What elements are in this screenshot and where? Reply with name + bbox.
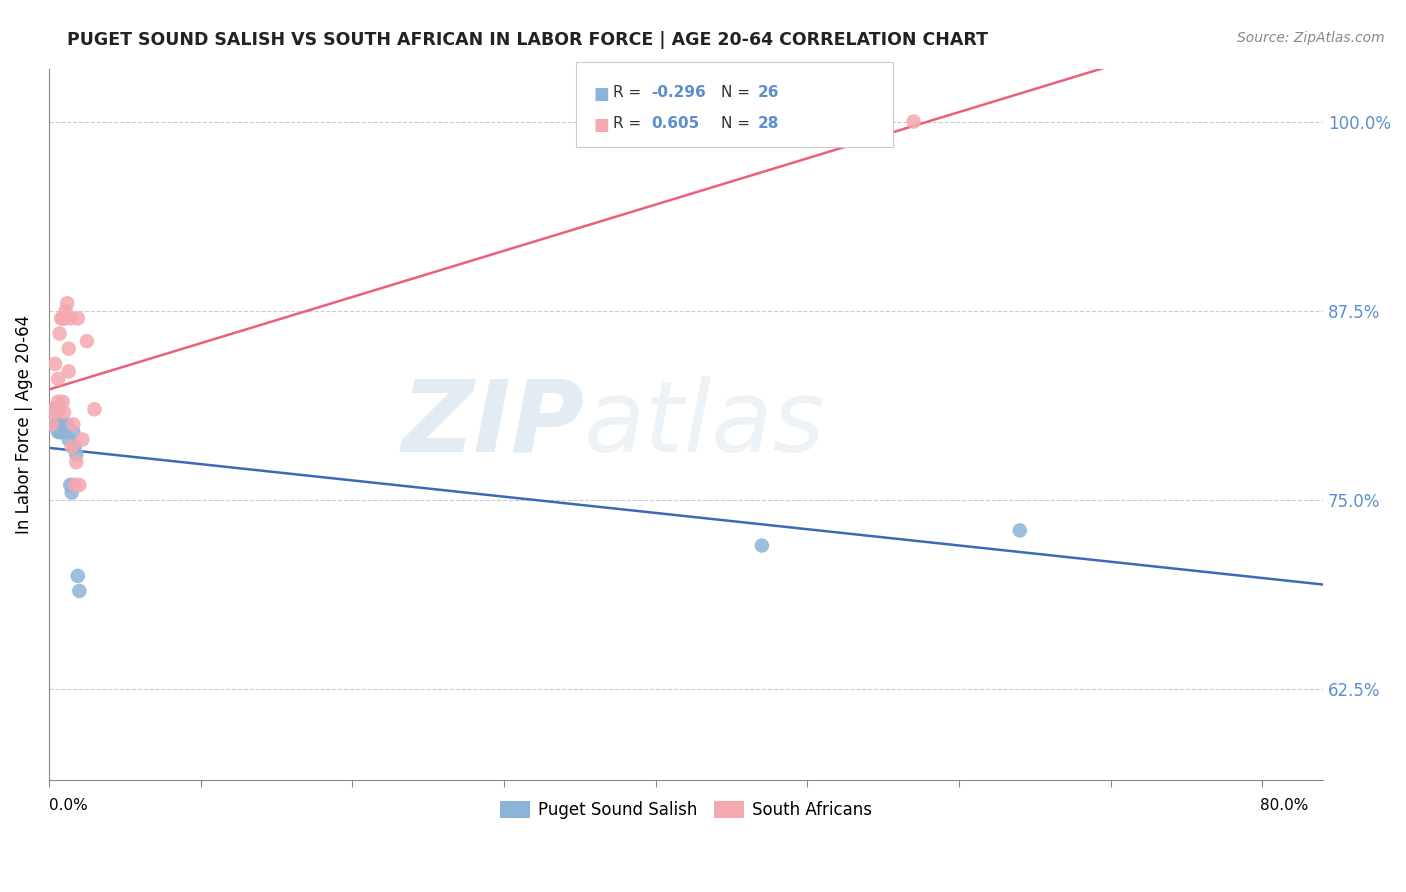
Point <box>52 311 75 326</box>
Point <box>903 114 925 128</box>
Point <box>49 417 72 432</box>
Point <box>59 311 82 326</box>
Point <box>45 405 67 419</box>
Legend: Puget Sound Salish, South Africans: Puget Sound Salish, South Africans <box>494 794 879 825</box>
Point <box>53 425 76 439</box>
Y-axis label: In Labor Force | Age 20-64: In Labor Force | Age 20-64 <box>15 315 32 534</box>
Point <box>751 539 773 553</box>
Text: PUGET SOUND SALISH VS SOUTH AFRICAN IN LABOR FORCE | AGE 20-64 CORRELATION CHART: PUGET SOUND SALISH VS SOUTH AFRICAN IN L… <box>67 31 988 49</box>
Point <box>52 394 75 409</box>
Text: ■: ■ <box>593 116 609 134</box>
Point <box>67 478 90 492</box>
Point <box>62 417 84 432</box>
Point <box>56 417 79 432</box>
Point <box>72 433 94 447</box>
Text: 26: 26 <box>758 85 779 100</box>
Point <box>58 433 80 447</box>
Point <box>46 394 69 409</box>
Text: 0.605: 0.605 <box>651 116 699 131</box>
Text: 28: 28 <box>758 116 779 131</box>
Point <box>58 364 80 378</box>
Point <box>44 357 66 371</box>
Text: R =: R = <box>613 116 651 131</box>
Text: -0.296: -0.296 <box>651 85 706 100</box>
Point <box>60 440 83 454</box>
Point <box>59 478 82 492</box>
Point <box>67 584 90 599</box>
Point <box>76 334 98 348</box>
Point <box>46 372 69 386</box>
Point <box>65 455 87 469</box>
Point <box>48 417 70 432</box>
Point <box>42 402 65 417</box>
Point <box>53 311 76 326</box>
Point <box>44 417 66 432</box>
Point <box>42 402 65 417</box>
Point <box>52 425 75 439</box>
Point <box>48 402 70 417</box>
Point <box>53 417 76 432</box>
Point <box>58 342 80 356</box>
Point <box>1008 524 1031 538</box>
Point <box>46 425 69 439</box>
Point <box>52 417 75 432</box>
Point <box>48 425 70 439</box>
Text: 0.0%: 0.0% <box>49 798 87 814</box>
Point <box>45 417 67 432</box>
Point <box>62 425 84 439</box>
Text: 80.0%: 80.0% <box>1260 798 1308 814</box>
Point <box>41 417 63 432</box>
Point <box>60 485 83 500</box>
Point <box>62 478 84 492</box>
Point <box>53 405 76 419</box>
Point <box>49 311 72 326</box>
Point <box>49 425 72 439</box>
Text: R =: R = <box>613 85 647 100</box>
Point <box>55 303 77 318</box>
Point <box>63 440 86 454</box>
Point <box>55 417 77 432</box>
Point <box>63 478 86 492</box>
Point <box>48 326 70 341</box>
Point <box>66 569 89 583</box>
Text: ■: ■ <box>593 85 609 103</box>
Text: N =: N = <box>721 85 755 100</box>
Text: atlas: atlas <box>583 376 825 473</box>
Point <box>56 296 79 310</box>
Point <box>83 402 105 417</box>
Text: ZIP: ZIP <box>401 376 583 473</box>
Point <box>65 448 87 462</box>
Text: N =: N = <box>721 116 755 131</box>
Point <box>46 417 69 432</box>
Text: Source: ZipAtlas.com: Source: ZipAtlas.com <box>1237 31 1385 45</box>
Point <box>66 311 89 326</box>
